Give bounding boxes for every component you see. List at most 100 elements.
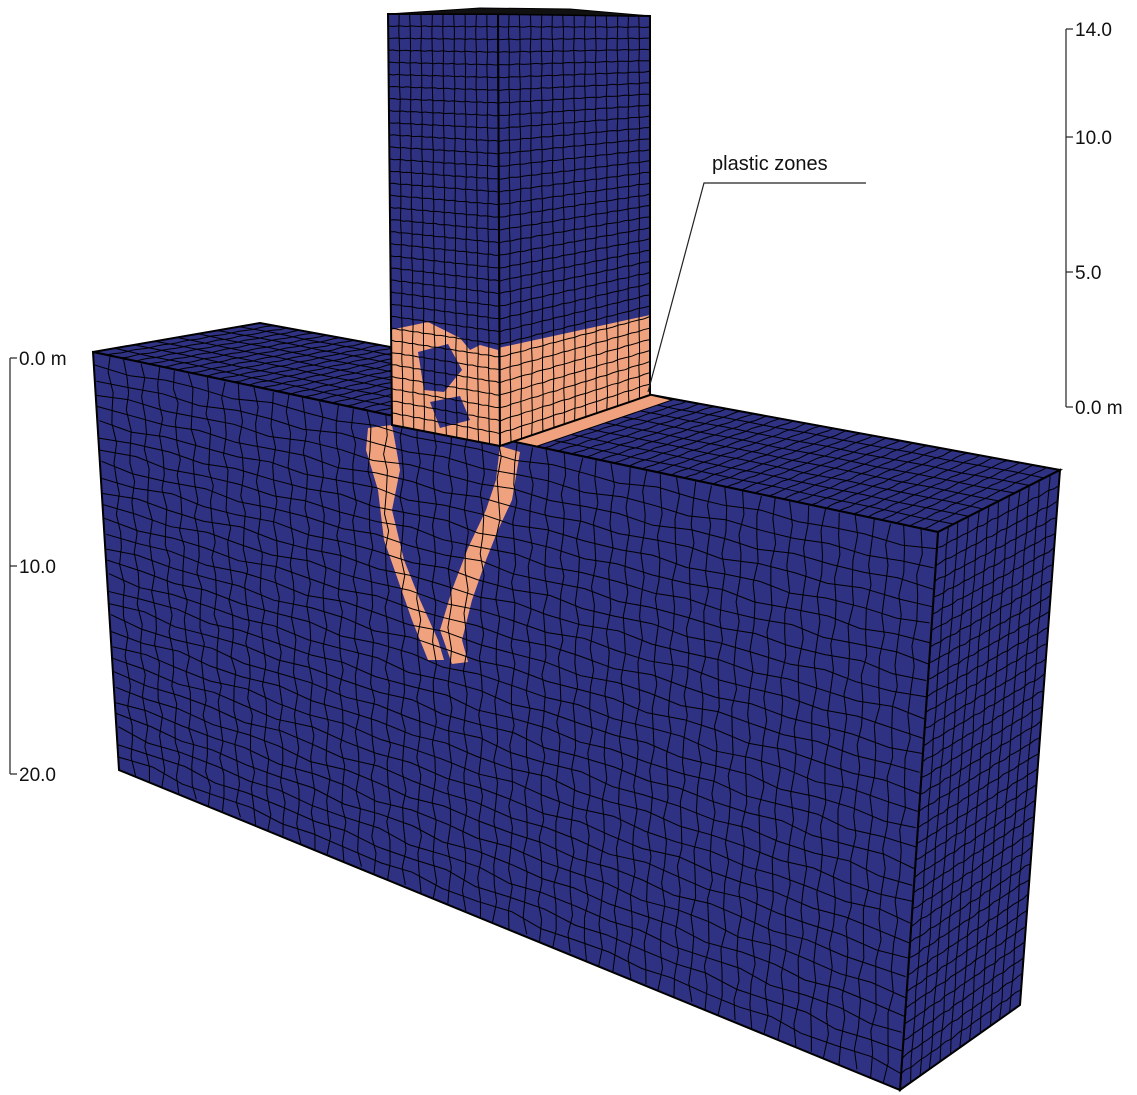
mesh-line (905, 909, 1028, 993)
mesh-line (499, 327, 650, 371)
mesh-line (499, 160, 650, 180)
mesh-line (498, 37, 650, 41)
mesh-line (917, 753, 1040, 829)
mesh-line (498, 182, 650, 205)
mesh-line (93, 363, 938, 550)
mesh-line (908, 893, 1029, 976)
mesh-line (673, 478, 697, 1000)
mesh-line (388, 25, 499, 28)
mesh-line (499, 339, 650, 384)
column-side-face (386, 13, 502, 448)
mesh-line (909, 464, 1034, 527)
mesh-line (157, 363, 181, 797)
height-tick-10: 10.0 (1075, 128, 1112, 149)
depth-tick-10: 10.0 (19, 557, 56, 578)
mesh-line (913, 816, 1035, 894)
mesh-line (926, 627, 1049, 698)
mesh-line (101, 516, 925, 755)
height-tick-5: 5.0 (1075, 263, 1101, 284)
mesh-line (918, 736, 1041, 812)
mesh-line (507, 439, 518, 933)
plastic-zones-callout: plastic zones (647, 153, 866, 393)
mesh-line (98, 449, 930, 665)
mesh-line (110, 614, 913, 886)
mesh-line (391, 375, 500, 396)
mesh-line (498, 127, 650, 142)
mesh-line (932, 547, 1054, 615)
mesh-line (390, 206, 499, 218)
mesh-line (920, 720, 1041, 795)
mesh-line (389, 194, 500, 206)
mesh-line (908, 879, 1030, 959)
mesh-line (793, 505, 827, 1050)
mesh-line (499, 350, 650, 396)
mesh-line (537, 448, 550, 943)
mesh-line (107, 629, 916, 903)
mesh-line (498, 82, 650, 92)
mesh-line (733, 495, 762, 1021)
mesh-line (909, 863, 1032, 944)
mesh-line (389, 219, 500, 231)
mesh-line (389, 158, 500, 168)
mesh-line (500, 372, 650, 422)
mesh-line (390, 279, 500, 295)
depth-scale: 0.0 m 10.0 20.0 (9, 349, 67, 786)
mesh-line (498, 216, 650, 244)
mesh-line (112, 657, 910, 944)
mesh-line (390, 267, 500, 282)
mesh-line (567, 457, 584, 953)
mesh-line (108, 603, 916, 870)
mesh-line (115, 743, 905, 1053)
mesh-line (499, 227, 650, 256)
mesh-line (318, 401, 332, 855)
mesh-line (643, 474, 663, 985)
mesh-line (921, 690, 1044, 763)
mesh-line (391, 339, 500, 358)
mesh-line (910, 526, 949, 1084)
mesh-line (499, 316, 650, 358)
mesh-line (902, 956, 1025, 1042)
mesh-line (870, 523, 906, 1079)
mesh-line (930, 563, 1054, 632)
mesh-line (389, 134, 499, 142)
mesh-line (446, 429, 453, 904)
mesh-line (270, 392, 286, 836)
mesh-line (612, 467, 631, 972)
mesh-line (390, 242, 499, 256)
mesh-line (925, 643, 1048, 713)
mesh-line (390, 291, 500, 307)
soil-right-face (898, 468, 1062, 1093)
mesh-line (929, 595, 1051, 664)
mesh-line (498, 238, 650, 269)
mesh-line (99, 420, 930, 624)
mesh-line (388, 49, 499, 53)
mesh-line (96, 380, 934, 569)
mesh-line (389, 255, 500, 269)
mesh-line (927, 610, 1051, 681)
mesh-line (999, 480, 1040, 1020)
mesh-line (929, 580, 1052, 648)
mesh-line (911, 831, 1034, 910)
mesh-line (914, 800, 1036, 878)
mesh-line (388, 61, 499, 66)
mesh-line (114, 712, 907, 1018)
height-tick-14: 14.0 (1075, 20, 1112, 41)
mesh-line (902, 973, 1023, 1059)
mesh-line (388, 73, 498, 79)
mesh-line (499, 294, 650, 333)
mesh-line (777, 505, 810, 1040)
column-top-cap (387, 7, 651, 17)
mesh-line (98, 477, 929, 698)
mesh-line (499, 383, 650, 434)
mesh-line (391, 364, 500, 384)
mesh-line (388, 122, 499, 129)
mesh-line (108, 573, 916, 829)
mesh-line (399, 419, 407, 885)
mesh-line (389, 170, 499, 180)
mesh-line (498, 115, 650, 129)
mesh-line (499, 360, 650, 409)
mesh-line (389, 146, 499, 155)
mesh-line (415, 419, 422, 895)
mesh-line (390, 352, 500, 371)
